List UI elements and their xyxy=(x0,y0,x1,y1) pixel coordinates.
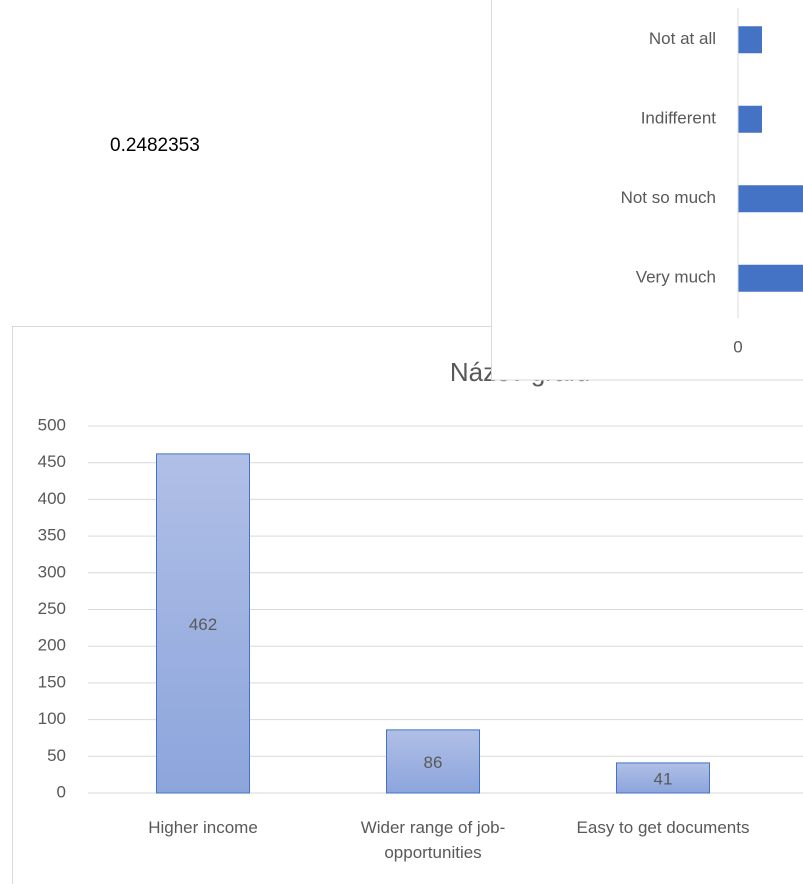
y-tick-label: 100 xyxy=(38,709,66,728)
bar xyxy=(738,26,762,54)
data-label: 462 xyxy=(189,615,217,634)
bar xyxy=(738,185,803,213)
y-tick-label: 450 xyxy=(38,452,66,471)
y-tick-label: Not at all xyxy=(649,29,716,48)
x-tick-label: Wider range of job-opportunities xyxy=(360,818,506,862)
y-tick-label: Not so much xyxy=(621,188,716,207)
bar xyxy=(156,453,250,794)
y-tick-label: 500 xyxy=(38,415,66,434)
data-label: 86 xyxy=(424,753,443,772)
bar xyxy=(616,762,710,794)
y-tick-label: 350 xyxy=(38,526,66,545)
y-tick-label: 300 xyxy=(38,562,66,581)
y-tick-label: Indifferent xyxy=(641,109,717,128)
y-tick-label: 200 xyxy=(38,636,66,655)
cell-text: 0.2482353 xyxy=(110,135,200,156)
y-tick-label: 250 xyxy=(38,599,66,618)
data-label: 41 xyxy=(654,769,673,788)
bar xyxy=(738,264,803,292)
y-tick-label: Very much xyxy=(636,268,716,287)
bar xyxy=(738,105,762,133)
x-tick-label: 0 xyxy=(733,337,742,356)
y-tick-label: 150 xyxy=(38,672,66,691)
y-tick-label: 50 xyxy=(47,746,66,765)
y-tick-label: 0 xyxy=(57,782,66,801)
y-tick-label: 400 xyxy=(38,489,66,508)
x-tick-label: Higher income xyxy=(148,818,258,837)
chart-area xyxy=(12,326,803,884)
bar xyxy=(386,729,480,794)
x-tick-label: Easy to get documents xyxy=(576,818,750,837)
